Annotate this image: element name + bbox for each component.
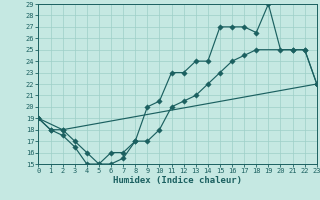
X-axis label: Humidex (Indice chaleur): Humidex (Indice chaleur): [113, 176, 242, 185]
